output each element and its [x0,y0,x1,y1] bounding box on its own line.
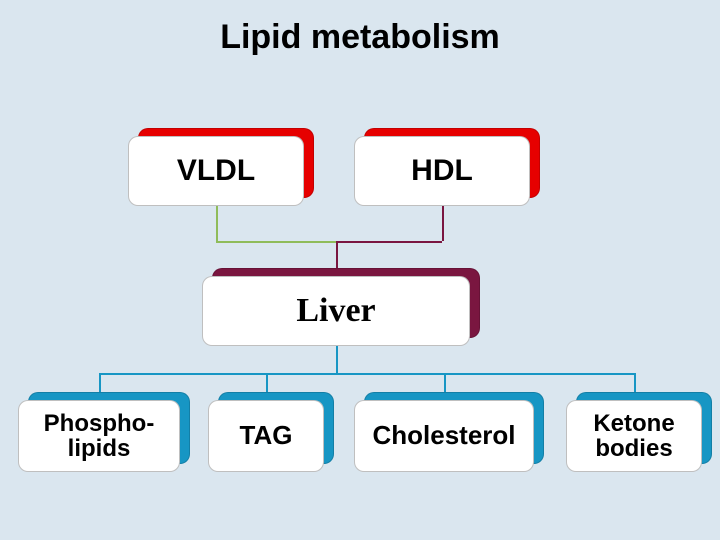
connector [336,241,442,243]
node-front: Ketone bodies [566,400,702,472]
node-hdl: HDL [354,128,540,206]
node-label: VLDL [177,155,255,187]
node-phos: Phospho- lipids [18,392,190,472]
node-front: Phospho- lipids [18,400,180,472]
node-liver: Liver [202,268,480,346]
node-front: TAG [208,400,324,472]
page-title: Lipid metabolism [0,18,720,57]
node-label: HDL [411,155,473,187]
node-front: VLDL [128,136,304,206]
node-ketone: Ketone bodies [566,392,712,472]
node-front: HDL [354,136,530,206]
connector [99,373,634,375]
node-label: Liver [296,293,375,329]
node-label: Ketone bodies [593,411,674,461]
node-label: Cholesterol [372,422,515,449]
node-front: Liver [202,276,470,346]
node-tag: TAG [208,392,334,472]
node-front: Cholesterol [354,400,534,472]
node-label: Phospho- lipids [44,411,155,461]
connector [216,206,218,241]
connector [216,241,336,243]
node-vldl: VLDL [128,128,314,206]
node-chol: Cholesterol [354,392,544,472]
connector [442,206,444,241]
node-label: TAG [240,422,293,449]
connector [336,346,338,373]
